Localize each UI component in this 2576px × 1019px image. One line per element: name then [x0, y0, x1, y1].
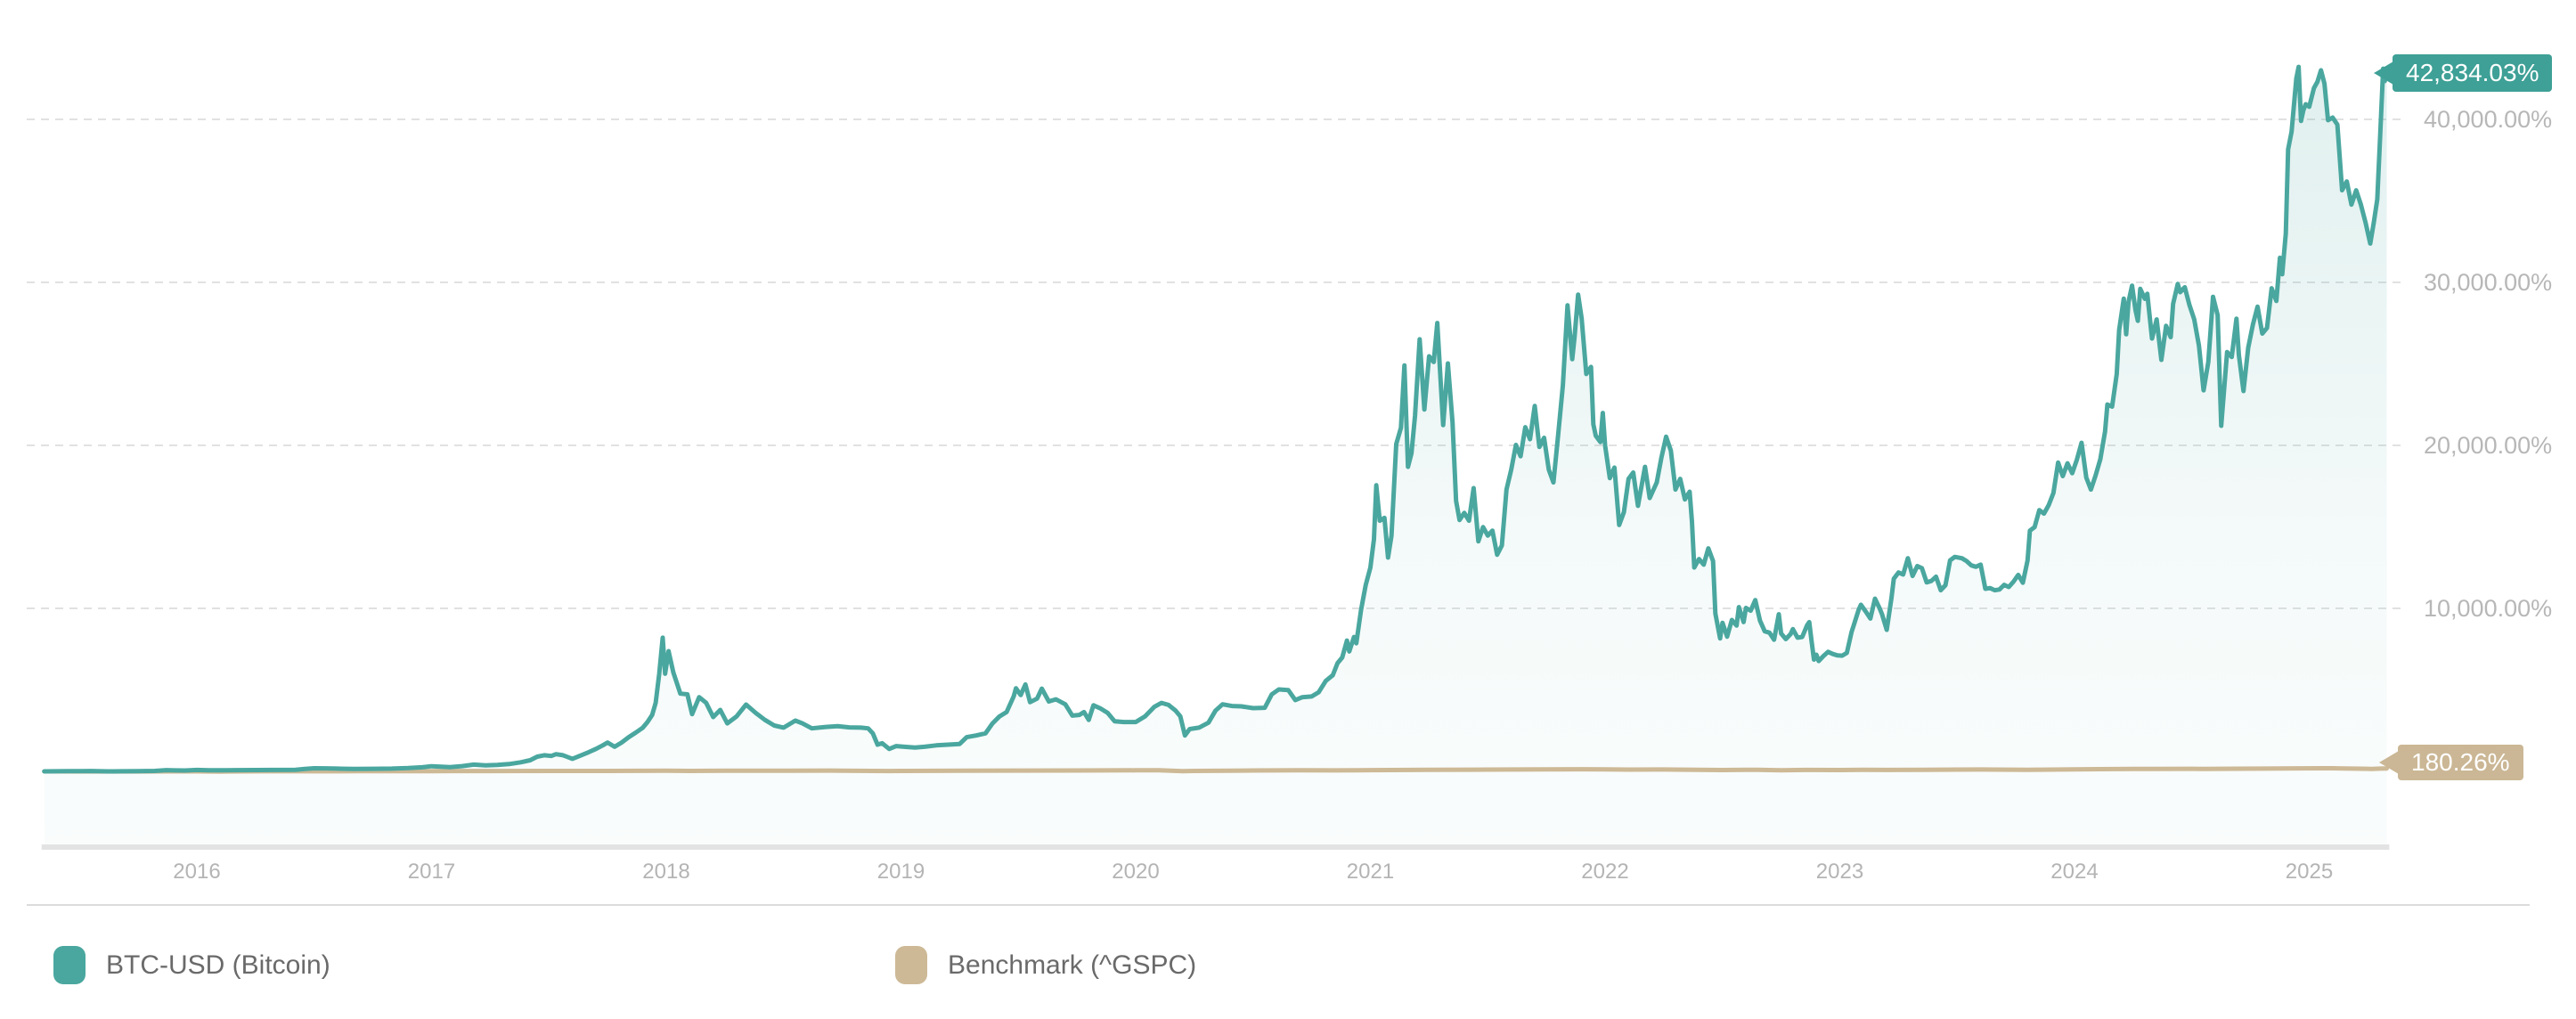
benchmark-last-value: 180.26% — [2411, 747, 2510, 776]
y-axis-label: 20,000.00% — [2424, 432, 2553, 459]
x-axis-label: 2016 — [173, 860, 221, 884]
btc-last-value: 42,834.03% — [2406, 59, 2539, 87]
x-axis-label: 2017 — [407, 860, 456, 884]
legend-label-btc: BTC-USD (Bitcoin) — [106, 950, 330, 980]
x-axis-label: 2021 — [1346, 860, 1395, 884]
plot-bottom-border — [41, 844, 2390, 850]
axis-separator-line — [27, 904, 2530, 906]
x-axis-label: 2019 — [876, 860, 925, 884]
x-axis-label: 2020 — [1112, 860, 1160, 884]
y-axis-label: 10,000.00% — [2424, 595, 2553, 622]
benchmark-series-swatch-icon — [895, 946, 927, 984]
x-axis-label: 2022 — [1581, 860, 1629, 884]
legend-item-btc[interactable]: BTC-USD (Bitcoin) — [53, 946, 330, 984]
x-axis-label: 2024 — [2050, 860, 2099, 884]
benchmark-last-value-badge: 180.26% — [2379, 744, 2523, 780]
x-axis-label: 2023 — [1815, 860, 1864, 884]
btc-line — [42, 64, 2389, 774]
btc-last-value-badge: 42,834.03% — [2374, 54, 2553, 93]
x-axis-label: 2025 — [2285, 860, 2334, 884]
legend-item-benchmark[interactable]: Benchmark (^GSPC) — [895, 946, 1196, 984]
badge-arrow-icon — [2379, 750, 2399, 774]
btc-area-fill — [44, 67, 2387, 846]
y-axis-label: 40,000.00% — [2424, 106, 2553, 133]
legend-label-benchmark: Benchmark (^GSPC) — [948, 950, 1197, 980]
badge-arrow-icon — [2374, 61, 2393, 86]
gridlines — [27, 118, 2402, 609]
btc-series-swatch-icon — [53, 946, 86, 984]
y-axis-label: 30,000.00% — [2424, 269, 2553, 296]
benchmark-line — [42, 766, 2389, 774]
x-axis-label: 2018 — [642, 860, 690, 884]
